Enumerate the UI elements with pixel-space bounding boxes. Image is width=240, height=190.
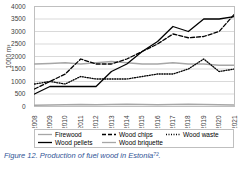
svg-text:2009: 2009 xyxy=(46,115,53,128)
svg-text:2500: 2500 xyxy=(11,40,26,47)
html-text:Firewood: Firewood xyxy=(55,131,82,138)
svg-text:500: 500 xyxy=(15,90,26,97)
svg-text:2011: 2011 xyxy=(77,115,84,128)
svg-text:2013: 2013 xyxy=(108,115,115,128)
svg-text:1000 m³: 1000 m³ xyxy=(5,44,12,69)
html-text:Wood pellets: Wood pellets xyxy=(55,139,93,146)
svg-text:4000: 4000 xyxy=(11,3,26,10)
svg-text:2018: 2018 xyxy=(184,115,191,128)
svg-text:2019: 2019 xyxy=(200,115,207,128)
svg-text:2021: 2021 xyxy=(231,115,238,128)
svg-text:2017: 2017 xyxy=(169,115,176,128)
svg-text:2000: 2000 xyxy=(11,53,26,60)
html-text:Wood waste: Wood waste xyxy=(183,131,219,138)
svg-text:2010: 2010 xyxy=(61,115,68,128)
svg-text:0: 0 xyxy=(22,103,26,110)
svg-text:1500: 1500 xyxy=(11,65,26,72)
html-text:Wood briquette: Wood briquette xyxy=(119,139,163,146)
svg-text:1000: 1000 xyxy=(11,78,26,85)
svg-text:2014: 2014 xyxy=(123,115,130,128)
svg-text:2020: 2020 xyxy=(215,115,222,128)
svg-text:3500: 3500 xyxy=(11,15,26,22)
svg-text:2016: 2016 xyxy=(154,115,161,128)
svg-text:2015: 2015 xyxy=(138,115,145,128)
svg-text:2012: 2012 xyxy=(92,115,99,128)
svg-text:3000: 3000 xyxy=(11,28,26,35)
html-text:Wood chips: Wood chips xyxy=(119,131,153,138)
svg-text:2008: 2008 xyxy=(31,115,38,128)
html-text:Figure 12. Production of fuel: Figure 12. Production of fuel wood in Es… xyxy=(4,151,161,160)
